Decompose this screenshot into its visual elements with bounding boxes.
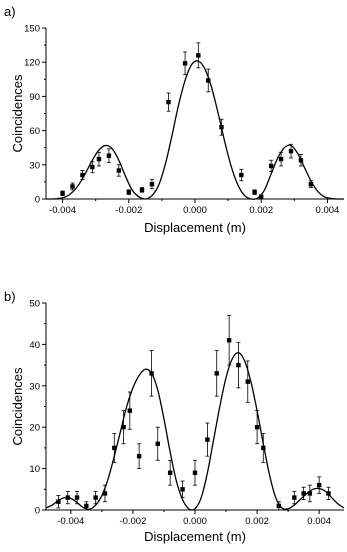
data-point	[166, 99, 171, 105]
data-point	[65, 495, 70, 500]
y-tick-label: 150	[24, 24, 40, 35]
data-point	[192, 470, 198, 475]
data-point	[116, 168, 122, 173]
data-point	[126, 189, 131, 195]
data-point	[301, 491, 306, 496]
x-tick-label: 0.000	[183, 516, 207, 527]
y-tick-label: 60	[29, 126, 40, 137]
data-point	[84, 503, 89, 509]
y-tick-label: 0	[35, 506, 40, 517]
x-tick-label: 0.004	[316, 205, 340, 216]
data-point	[139, 187, 145, 193]
data-point	[180, 487, 185, 492]
fit-curve-line	[45, 60, 345, 200]
y-tick-label: 120	[24, 58, 40, 69]
data-point	[206, 78, 211, 83]
x-tick-label: 0.004	[307, 516, 331, 527]
x-tick-label: -0.004	[49, 205, 76, 216]
data-point	[254, 425, 260, 430]
chart-panel-a: a) 0 30 60 90 120 150 -0.004 -0.002 0.000 0.002 0.0…	[4, 4, 345, 235]
data-point	[149, 371, 154, 376]
data-point	[112, 445, 117, 451]
data-point	[252, 189, 257, 195]
y-axis-title: Coincidences	[10, 367, 25, 446]
data-point	[288, 148, 294, 154]
data-point	[236, 362, 241, 368]
data-point	[182, 61, 188, 66]
data-point	[308, 181, 314, 187]
data-point	[307, 491, 313, 496]
y-tick-label: 20	[29, 423, 40, 434]
x-axis-title: Displacement (m)	[144, 529, 246, 544]
data-point	[276, 503, 282, 509]
x-tick-label: -0.002	[119, 516, 146, 527]
data-point	[245, 379, 250, 384]
y-axis-title: Coincidences	[10, 74, 25, 153]
data-point	[239, 172, 244, 178]
data-point	[268, 163, 274, 169]
y-tick-label: 90	[29, 92, 40, 103]
data-point	[205, 437, 210, 442]
data-point	[102, 491, 108, 496]
data-point	[326, 491, 331, 496]
data-point	[74, 495, 80, 500]
data-point	[196, 53, 201, 58]
data-point	[226, 338, 232, 343]
data-point	[60, 191, 65, 196]
y-tick-label: 0	[35, 195, 40, 206]
data-point	[136, 453, 142, 459]
x-tick-label: 0.002	[245, 516, 269, 527]
data-point	[106, 153, 112, 158]
chart-panel-b: b) 0 10 20 30 40 50 -0.004 -0.002 0.000 0.002 0.004…	[4, 289, 345, 544]
x-tick-label: 0.000	[183, 205, 207, 216]
y-tick-label: 30	[29, 160, 40, 171]
data-point	[292, 495, 297, 500]
data-point	[127, 408, 133, 413]
data-point	[298, 158, 304, 163]
y-tick-label: 40	[29, 340, 40, 351]
data-point	[316, 482, 322, 488]
data-point	[278, 156, 284, 162]
data-point	[56, 499, 61, 504]
data-point	[155, 441, 160, 446]
y-tick-label: 30	[29, 381, 40, 392]
data-point	[219, 124, 224, 130]
data-point	[93, 495, 98, 500]
x-tick-label: -0.002	[115, 205, 142, 216]
data-point	[70, 184, 75, 189]
data-point	[90, 164, 95, 170]
data-point	[259, 194, 264, 199]
fit-curve-line	[45, 352, 345, 511]
x-tick-label: 0.002	[249, 205, 273, 216]
y-tick-label: 50	[29, 299, 40, 310]
data-point	[149, 181, 155, 187]
x-axis-title: Displacement (m)	[144, 220, 246, 235]
y-tick-label: 10	[29, 464, 40, 475]
data-point	[96, 156, 102, 162]
panel-label: a)	[4, 4, 16, 19]
data-point	[80, 172, 85, 178]
x-tick-label: -0.004	[57, 516, 84, 527]
data-point	[214, 371, 219, 376]
data-point	[167, 470, 173, 475]
data-point	[121, 425, 126, 430]
data-point	[261, 445, 266, 451]
panel-label: b)	[4, 289, 16, 304]
